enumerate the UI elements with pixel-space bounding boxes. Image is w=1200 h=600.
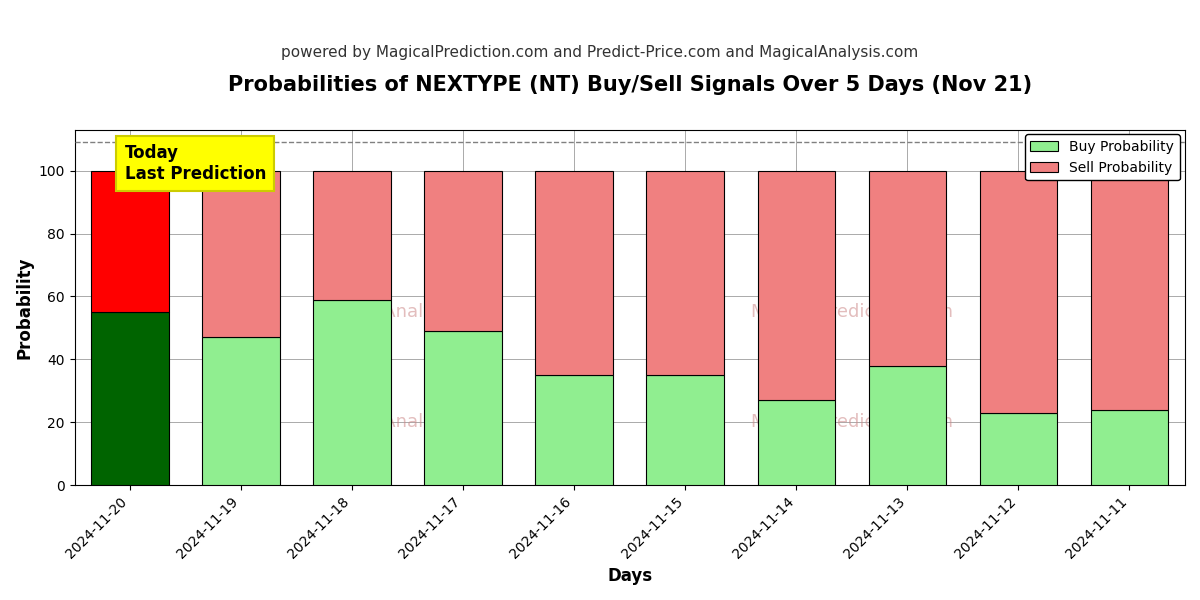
Text: MagicalAnalysis.com: MagicalAnalysis.com xyxy=(314,303,502,321)
Bar xyxy=(1091,410,1169,485)
Text: MagicalAnalysis.com: MagicalAnalysis.com xyxy=(314,413,502,431)
Text: MagicalPrediction.com: MagicalPrediction.com xyxy=(750,303,953,321)
Bar xyxy=(1091,171,1169,410)
Bar xyxy=(869,365,947,485)
Bar xyxy=(313,171,391,299)
Bar xyxy=(757,171,835,400)
Bar xyxy=(647,375,725,485)
Bar xyxy=(203,337,280,485)
Bar xyxy=(979,413,1057,485)
Bar xyxy=(425,331,502,485)
X-axis label: Days: Days xyxy=(607,567,653,585)
Bar xyxy=(647,171,725,375)
Bar xyxy=(979,171,1057,413)
Text: Today
Last Prediction: Today Last Prediction xyxy=(125,144,266,183)
Text: powered by MagicalPrediction.com and Predict-Price.com and MagicalAnalysis.com: powered by MagicalPrediction.com and Pre… xyxy=(281,45,919,60)
Bar xyxy=(313,299,391,485)
Text: MagicalPrediction.com: MagicalPrediction.com xyxy=(750,413,953,431)
Bar xyxy=(91,171,169,312)
Bar xyxy=(425,171,502,331)
Title: Probabilities of NEXTYPE (NT) Buy/Sell Signals Over 5 Days (Nov 21): Probabilities of NEXTYPE (NT) Buy/Sell S… xyxy=(228,75,1032,95)
Y-axis label: Probability: Probability xyxy=(16,256,34,359)
Bar xyxy=(203,171,280,337)
Bar xyxy=(757,400,835,485)
Bar xyxy=(91,312,169,485)
Bar xyxy=(535,375,613,485)
Legend: Buy Probability, Sell Probability: Buy Probability, Sell Probability xyxy=(1025,134,1180,181)
Bar xyxy=(535,171,613,375)
Bar xyxy=(869,171,947,365)
